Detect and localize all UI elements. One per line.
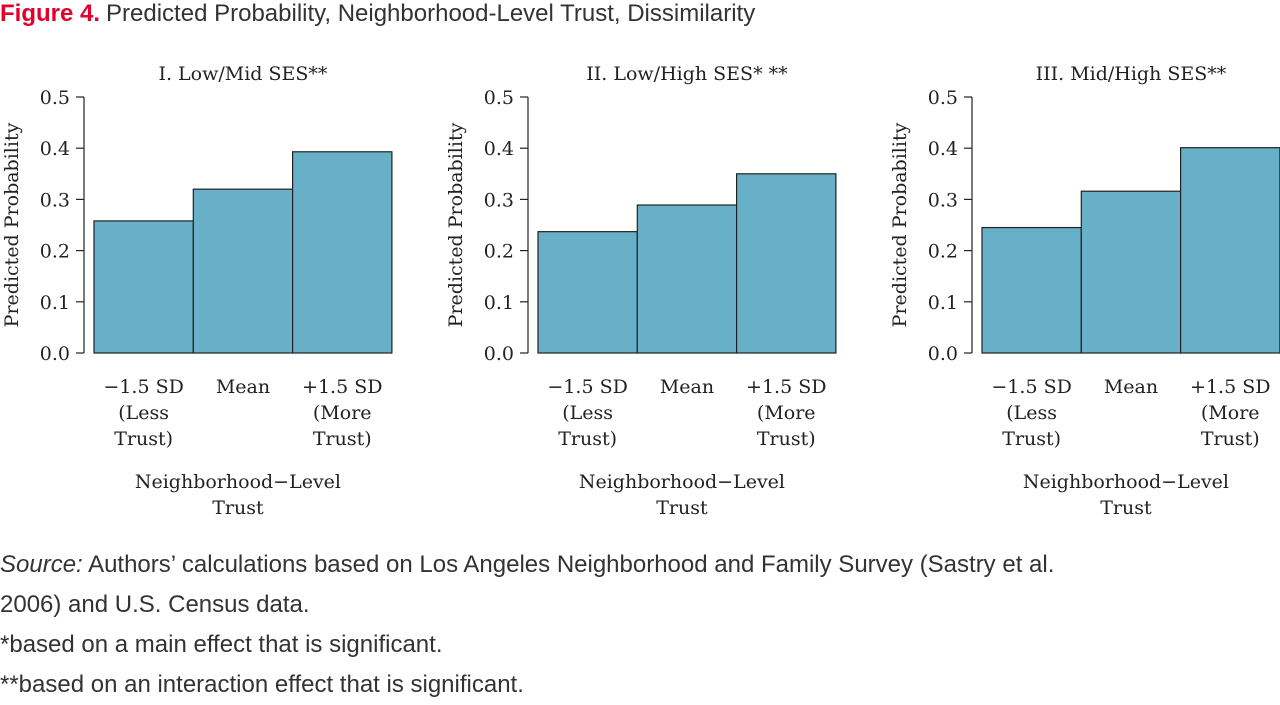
y-axis-label: Predicted Probability [445,122,467,327]
y-tick-label: 0.1 [484,292,514,314]
bar [636,204,738,354]
source-note-line1: Source: Authors’ calculations based on L… [0,545,1280,585]
figure-title-text: Predicted Probability, Neighborhood-Leve… [106,0,756,27]
y-tick-label: 0.5 [40,87,70,109]
x-tick-label: −1.5 SD [103,376,183,398]
y-tick-label: 0.2 [40,241,70,263]
x-tick-label: +1.5 SD [1190,376,1270,398]
source-text: Authors’ calculations based on Los Angel… [88,551,1055,578]
x-axis-label: Neighborhood−Level [1023,471,1229,493]
source-label: Source: [0,551,83,578]
source-note-line2: 2006) and U.S. Census data. [0,591,310,618]
x-tick-label: Mean [1104,376,1158,398]
x-tick-label: −1.5 SD [991,376,1071,398]
chart-panel-1: I. Low/Mid SES** Predicted Probability 0.0… [1,63,393,519]
bar [981,226,1082,354]
y-tick-label: 0.0 [484,343,514,365]
figure-label: Figure 4. [0,0,101,27]
x-tick-label: (More [313,402,372,424]
x-tick-label: +1.5 SD [302,376,382,398]
y-tick-label: 0.2 [484,241,514,263]
x-axis-label: Trust [212,497,264,519]
x-tick-label: Trust) [1002,428,1061,450]
chart-panel-3: III. Mid/High SES** Predicted Probability… [889,63,1280,519]
bar [93,220,194,354]
x-tick-label: (More [1201,402,1260,424]
x-axis-label: Neighborhood−Level [135,471,341,493]
x-tick-label: Trust) [1201,428,1260,450]
figure-title: Figure 4. Predicted Probability, Neighbor… [0,0,755,28]
y-tick-label: 0.4 [40,138,70,160]
y-axis-label: Predicted Probability [1,122,23,327]
x-tick-label: −1.5 SD [547,376,627,398]
y-tick-label: 0.3 [484,189,514,211]
x-tick-label: Trust) [558,428,617,450]
figure-notes: Source: Authors’ calculations based on L… [0,545,1280,705]
x-tick-label: (Less [118,402,169,424]
chart-title: I. Low/Mid SES** [158,63,327,85]
y-tick-label: 0.0 [928,343,958,365]
x-tick-label: +1.5 SD [746,376,826,398]
x-tick-label: (More [757,402,816,424]
x-tick-label: Trust) [313,428,372,450]
charts-area: I. Low/Mid SES** Predicted Probability 0.0… [1,63,1280,519]
x-axis-label: Neighborhood−Level [579,471,785,493]
chart-title: II. Low/High SES* ** [586,63,788,85]
x-tick-label: Trust) [757,428,816,450]
x-axis-label: Trust [1100,497,1152,519]
y-tick-label: 0.2 [928,241,958,263]
y-tick-label: 0.5 [928,87,958,109]
bar [537,231,638,354]
bar [292,151,393,354]
y-tick-label: 0.3 [40,189,70,211]
y-axis-label: Predicted Probability [889,122,911,327]
x-tick-label: Mean [660,376,714,398]
x-axis-label: Trust [656,497,708,519]
bar [1180,147,1280,354]
bar [736,173,837,354]
y-tick-label: 0.4 [484,138,514,160]
x-tick-label: Trust) [114,428,173,450]
footnote-main-effect: *based on a main effect that is signific… [0,631,443,658]
bar [1080,190,1182,354]
y-tick-label: 0.1 [928,292,958,314]
chart-panel-2: II. Low/High SES* ** Predicted Probabilit… [445,63,837,519]
y-tick-label: 0.4 [928,138,958,160]
x-tick-label: (Less [562,402,613,424]
y-tick-label: 0.1 [40,292,70,314]
x-tick-label: Mean [216,376,270,398]
x-tick-label: (Less [1006,402,1057,424]
y-tick-label: 0.5 [484,87,514,109]
footnote-interaction-effect: **based on an interaction effect that is… [0,671,524,698]
chart-title: III. Mid/High SES** [1036,63,1227,85]
y-tick-label: 0.0 [40,343,70,365]
y-tick-label: 0.3 [928,189,958,211]
bar [192,188,294,354]
